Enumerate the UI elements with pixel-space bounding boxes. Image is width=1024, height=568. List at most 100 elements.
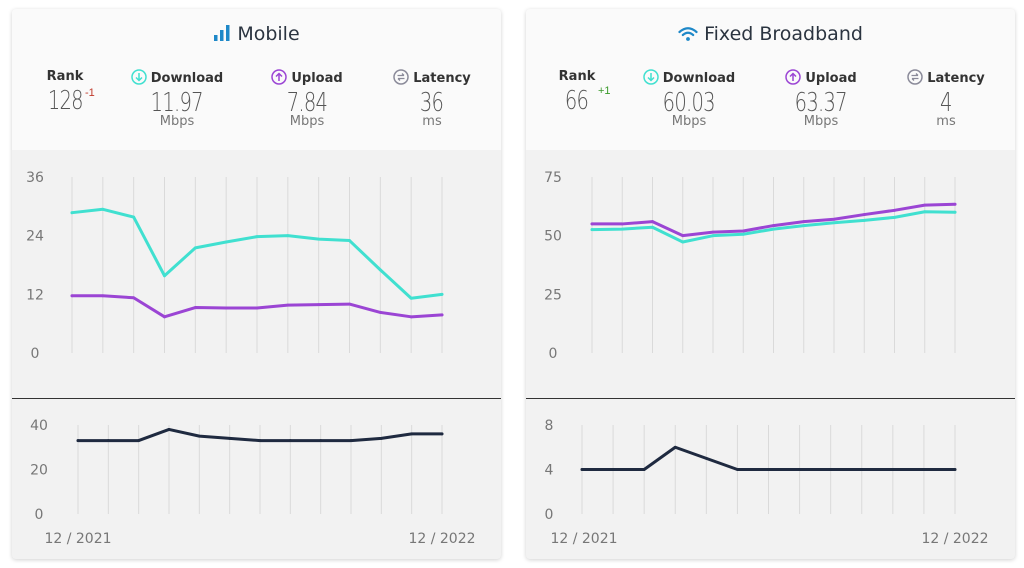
fixed-speed-series-1-point [893, 208, 896, 212]
download-metric: Download 11.97 Mbps [122, 69, 232, 129]
fixed-latency-series-0-point [767, 468, 770, 471]
fixed-latency-series-0-point [611, 468, 615, 471]
fixed-speed-series-0-point [923, 210, 927, 214]
mobile-speed-series-0-point [409, 296, 413, 300]
fixed-latency-series-0-point [642, 468, 646, 471]
rank-value: 128 [47, 86, 84, 116]
mobile-speed-y-tick-label: 24 [26, 229, 44, 245]
download-arrow-icon [643, 69, 659, 85]
mobile-speed-series-1-point [193, 306, 197, 309]
mobile-speed-series-0-point [224, 240, 228, 244]
latency-label: Latency [382, 69, 482, 86]
latency-arrows-icon [393, 69, 409, 85]
fixed-broadband-panel: Fixed Broadband Rank 66 +1 Download 60.0… [526, 9, 1015, 559]
fixed-speed-series-1-point [923, 203, 927, 207]
upload-label: Upload [257, 69, 357, 86]
fixed-speed-series-0-point [893, 215, 896, 219]
fixed-latency-y-tick-label: 0 [545, 507, 554, 523]
fixed-speed-y-tick-label: 0 [549, 346, 558, 362]
fixed-broadband-charts: 75 50 25 0 8 4 0 12 / 2021 12 / 2022 [544, 170, 988, 547]
mobile-latency-series-0-point [197, 434, 201, 438]
upload-unit: Mbps [289, 114, 325, 129]
fixed-speed-series-1-point [590, 222, 594, 226]
fixed-latency-series-0-point [580, 468, 584, 471]
mobile-speed-series-1-point [286, 303, 290, 307]
mobile-latency-series-0-point [76, 439, 80, 442]
fixed-speed-y-tick-label: 50 [544, 229, 562, 245]
mobile-speed-series-0-point [132, 215, 136, 219]
fixed-speed-series-0-point [711, 234, 715, 238]
rank-value: 66 [565, 86, 589, 116]
fixed-speed-series-0-point [832, 221, 836, 225]
fixed-speed-series-1-point [772, 224, 775, 227]
fixed-speed-series-0-point [741, 232, 745, 236]
mobile-latency-y-tick-label: 40 [30, 418, 48, 434]
mobile-latency-x-tick-label: 12 / 2022 [408, 531, 475, 547]
panel-title: Fixed Broadband [526, 23, 1015, 45]
rank-metric: Rank 128 [34, 69, 96, 116]
fixed-latency-series-0-point [736, 468, 739, 471]
fixed-speed-series-1-point [711, 230, 715, 234]
mobile-speed-series-1-point [317, 303, 321, 306]
fixed-speed-series-1-point [802, 220, 806, 223]
latency-metric: Latency 36 ms [382, 69, 482, 129]
rank-delta: -1 [85, 87, 95, 99]
wifi-icon [678, 27, 698, 41]
mobile-latency-series-0-point [440, 432, 444, 436]
mobile-speed-series-0-point [317, 237, 321, 241]
download-metric: Download 60.03 Mbps [634, 69, 744, 129]
fixed-latency-x-tick-label: 12 / 2021 [550, 531, 617, 547]
fixed-latency-series-0-point [673, 445, 677, 449]
mobile-latency-series-0-point [410, 432, 414, 436]
mobile-speed-series-1-point [348, 302, 351, 306]
mobile-latency-series-0-point [349, 439, 353, 442]
fixed-latency-series-0-point [798, 468, 801, 471]
mobile-latency-x-tick-label: 12 / 2021 [44, 531, 111, 547]
mobile-speed-series-0-point [163, 274, 166, 278]
fixed-latency-x-tick-label: 12 / 2022 [921, 531, 988, 547]
fixed-speed-y-tick-label: 75 [544, 170, 562, 186]
download-label: Download [122, 69, 232, 86]
fixed-latency-y-tick-label: 4 [545, 463, 554, 479]
latency-unit: ms [422, 114, 442, 129]
fixed-speed-series-0-point [862, 219, 866, 222]
fixed-latency-series-0-point [953, 468, 957, 471]
mobile-latency-y-tick-label: 0 [35, 507, 44, 523]
latency-arrows-icon [907, 69, 923, 85]
mobile-speed-series-0-point [378, 268, 382, 272]
mobile-speed-y-tick-label: 36 [26, 170, 44, 186]
mobile-summary: Mobile Rank 128 -1 Download 11.97 Mbps U… [12, 9, 501, 150]
fixed-speed-series-1-point [620, 222, 624, 226]
mobile-latency-series-0-point [258, 439, 262, 442]
fixed-latency-y-tick-label: 8 [545, 418, 554, 434]
upload-metric: Upload 63.37 Mbps [771, 69, 871, 129]
fixed-latency-series-0-point [860, 468, 864, 471]
fixed-speed-series-0-point [772, 227, 775, 231]
fixed-speed-y-tick-label: 25 [544, 287, 562, 303]
mobile-speed-series-0-point [70, 211, 74, 215]
signal-bars-icon [214, 25, 230, 41]
fixed-speed-series-1-point [651, 220, 654, 223]
upload-label: Upload [771, 69, 871, 86]
mobile-speed-series-0-point [348, 239, 351, 242]
fixed-speed-series-0-point [590, 228, 594, 231]
fixed-latency-series-0-point [829, 468, 833, 471]
upload-arrow-icon [271, 69, 288, 85]
mobile-speed-series-1-point [224, 306, 228, 310]
mobile-speed-series-1-point [378, 311, 382, 314]
fixed-speed-series-0-point [953, 210, 957, 214]
rank-label: Rank [46, 69, 84, 84]
mobile-speed-series-0-point [193, 246, 197, 250]
download-value: 60.03 [662, 88, 716, 118]
latency-metric: Latency 4 ms [896, 69, 996, 129]
upload-value: 63.37 [794, 88, 848, 118]
latency-label: Latency [896, 69, 996, 86]
download-label: Download [634, 69, 744, 86]
latency-unit: ms [936, 114, 956, 129]
fixed-speed-series-1-point [862, 213, 866, 216]
mobile-speed-series-1-point [70, 294, 74, 298]
latency-value: 36 [420, 88, 444, 118]
fixed-speed-series-1-point [741, 229, 745, 233]
mobile-latency-series-0-point [228, 436, 232, 440]
